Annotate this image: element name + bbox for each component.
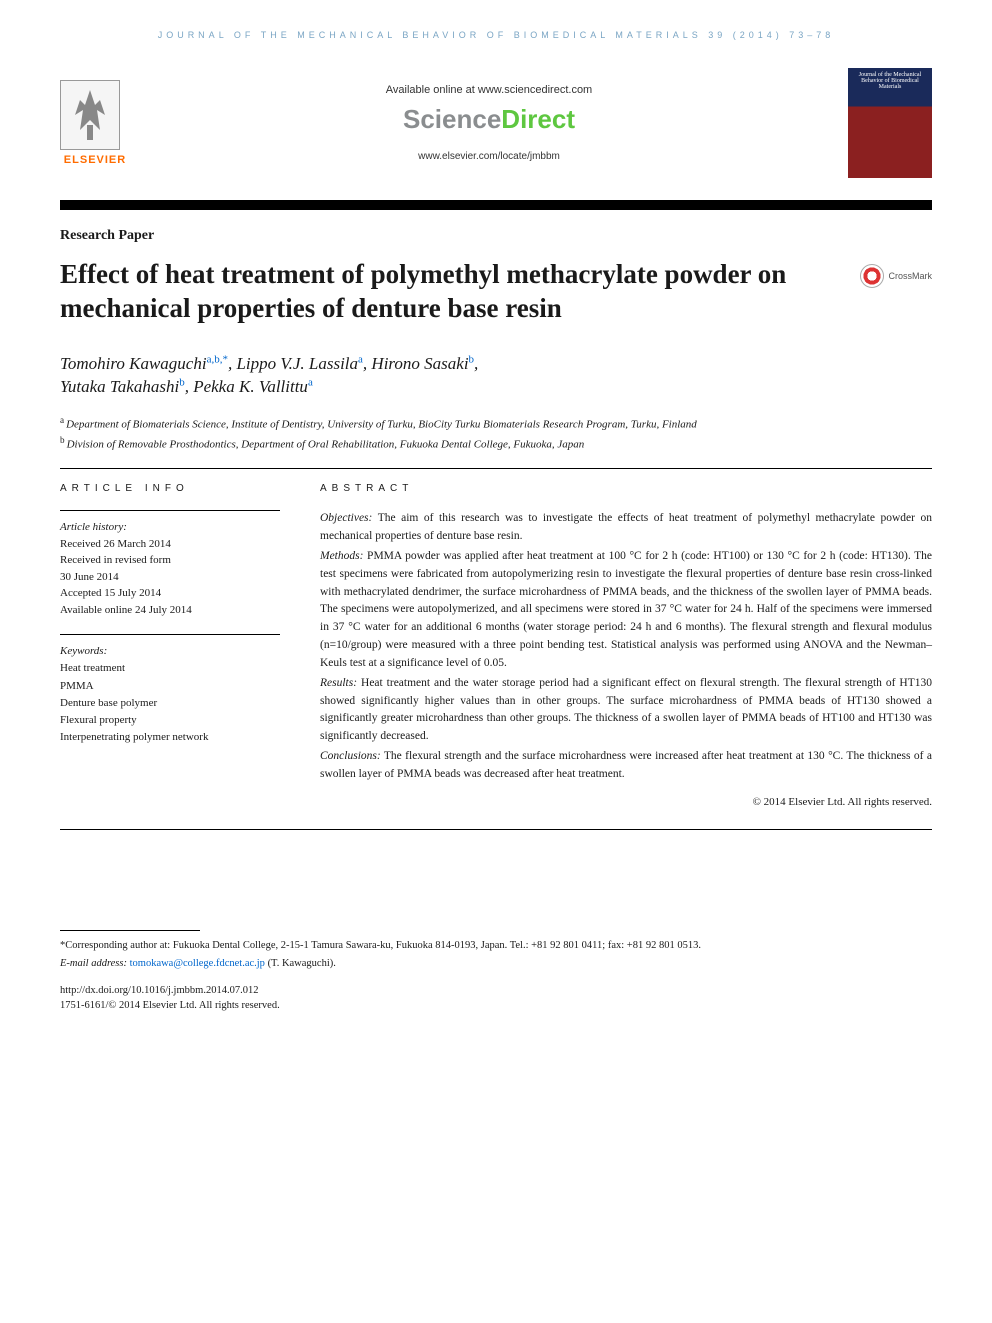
affiliation-b: bDivision of Removable Prosthodontics, D… bbox=[60, 435, 932, 451]
email-link[interactable]: tomokawa@college.fdcnet.ac.jp bbox=[130, 958, 265, 969]
author: Yutaka Takahashib bbox=[60, 377, 185, 396]
section-divider bbox=[60, 829, 932, 830]
running-head: JOURNAL OF THE MECHANICAL BEHAVIOR OF BI… bbox=[60, 30, 932, 40]
history-label: Article history: bbox=[60, 519, 280, 536]
author: Tomohiro Kawaguchia,b,* bbox=[60, 354, 228, 373]
history-accepted: Accepted 15 July 2014 bbox=[60, 585, 280, 602]
sd-direct-text: Direct bbox=[501, 104, 575, 134]
sd-science-text: Science bbox=[403, 104, 501, 134]
methods-label: Methods: bbox=[320, 550, 363, 562]
keyword: Denture base polymer bbox=[60, 695, 280, 712]
affiliation-a: aDepartment of Biomaterials Science, Ins… bbox=[60, 415, 932, 431]
crossmark-label: CrossMark bbox=[888, 271, 932, 281]
section-divider bbox=[60, 468, 932, 469]
objectives-label: Objectives: bbox=[320, 512, 372, 524]
center-header: Available online at www.sciencedirect.co… bbox=[130, 84, 848, 162]
email-footnote: E-mail address: tomokawa@college.fdcnet.… bbox=[60, 957, 932, 972]
crossmark-badge[interactable]: CrossMark bbox=[860, 264, 932, 288]
author: Pekka K. Vallittua bbox=[193, 377, 313, 396]
footnote-divider bbox=[60, 930, 200, 931]
abstract-heading: ABSTRACT bbox=[320, 483, 932, 494]
article-history-block: Article history: Received 26 March 2014 … bbox=[60, 510, 280, 618]
email-author-suffix: (T. Kawaguchi). bbox=[268, 958, 336, 969]
article-info-column: ARTICLE INFO Article history: Received 2… bbox=[60, 483, 280, 810]
keywords-label: Keywords: bbox=[60, 643, 280, 660]
doi-block: http://dx.doi.org/10.1016/j.jmbbm.2014.0… bbox=[60, 984, 932, 1013]
issn-copyright: 1751-6161/© 2014 Elsevier Ltd. All right… bbox=[60, 999, 932, 1014]
header-divider-bar bbox=[60, 200, 932, 210]
authors-list: Tomohiro Kawaguchia,b,*, Lippo V.J. Lass… bbox=[60, 352, 932, 400]
sciencedirect-logo[interactable]: ScienceDirect bbox=[130, 104, 848, 135]
history-revised-line2: 30 June 2014 bbox=[60, 569, 280, 586]
article-type: Research Paper bbox=[60, 228, 932, 244]
author: Hirono Sasakib bbox=[371, 354, 474, 373]
methods-text: PMMA powder was applied after heat treat… bbox=[320, 550, 932, 669]
results-label: Results: bbox=[320, 677, 357, 689]
doi-url[interactable]: http://dx.doi.org/10.1016/j.jmbbm.2014.0… bbox=[60, 984, 932, 999]
header-block: ELSEVIER Available online at www.science… bbox=[60, 58, 932, 196]
crossmark-icon bbox=[860, 264, 884, 288]
abstract-body: Objectives: The aim of this research was… bbox=[320, 510, 932, 810]
history-revised-line1: Received in revised form bbox=[60, 552, 280, 569]
history-online: Available online 24 July 2014 bbox=[60, 602, 280, 619]
author: Lippo V.J. Lassilaa bbox=[236, 354, 362, 373]
keyword: Interpenetrating polymer network bbox=[60, 729, 280, 746]
keyword: Flexural property bbox=[60, 712, 280, 729]
conclusions-label: Conclusions: bbox=[320, 750, 381, 762]
available-online-text: Available online at www.sciencedirect.co… bbox=[130, 84, 848, 96]
abstract-column: ABSTRACT Objectives: The aim of this res… bbox=[320, 483, 932, 810]
article-title: Effect of heat treatment of polymethyl m… bbox=[60, 258, 820, 326]
results-text: Heat treatment and the water storage per… bbox=[320, 677, 932, 742]
email-label: E-mail address: bbox=[60, 958, 130, 969]
keyword: PMMA bbox=[60, 678, 280, 695]
article-info-heading: ARTICLE INFO bbox=[60, 483, 280, 494]
corresponding-author-footnote: *Corresponding author at: Fukuoka Dental… bbox=[60, 939, 932, 954]
keyword: Heat treatment bbox=[60, 660, 280, 677]
conclusions-text: The flexural strength and the surface mi… bbox=[320, 750, 932, 780]
history-received: Received 26 March 2014 bbox=[60, 536, 280, 553]
elsevier-logo: ELSEVIER bbox=[60, 80, 130, 166]
keywords-block: Keywords: Heat treatment PMMA Denture ba… bbox=[60, 634, 280, 745]
journal-url[interactable]: www.elsevier.com/locate/jmbbm bbox=[130, 151, 848, 162]
elsevier-tree-icon bbox=[60, 80, 120, 150]
journal-cover-thumbnail: Journal of the Mechanical Behavior of Bi… bbox=[848, 68, 932, 178]
abstract-copyright: © 2014 Elsevier Ltd. All rights reserved… bbox=[320, 794, 932, 811]
elsevier-label: ELSEVIER bbox=[60, 154, 130, 166]
objectives-text: The aim of this research was to investig… bbox=[320, 512, 932, 542]
